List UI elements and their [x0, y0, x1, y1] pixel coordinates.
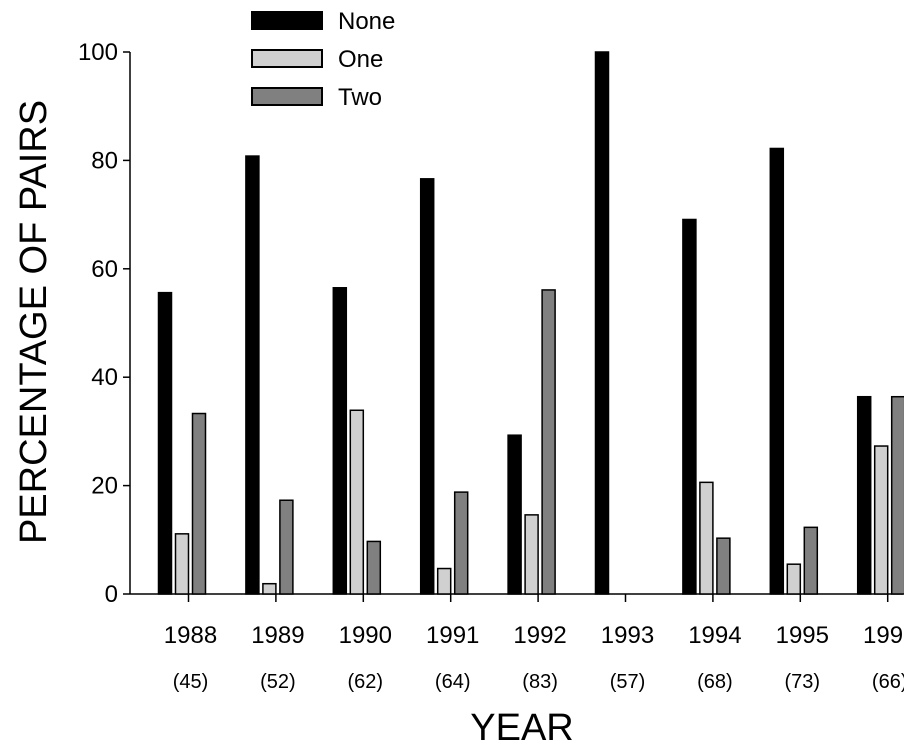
- bar-none-1994: [682, 218, 697, 595]
- x-tick-label: 1988: [164, 622, 217, 649]
- sample-size-label: (68): [697, 671, 733, 693]
- bar-none-1989: [245, 155, 260, 595]
- sample-size-label: (66): [872, 671, 904, 693]
- bar-two-1988: [191, 412, 207, 595]
- sample-size-label: (64): [435, 671, 471, 693]
- legend-swatch-two: [251, 87, 323, 106]
- bar-one-1994: [699, 481, 714, 595]
- bar-one-1990: [349, 409, 365, 595]
- legend-label-none: None: [338, 8, 395, 35]
- y-axis: 0 20 40 60 80 100: [78, 39, 131, 608]
- bar-none-1992: [507, 434, 522, 595]
- sample-size-label: (73): [785, 671, 821, 693]
- sample-size-label: (52): [260, 671, 296, 693]
- y-tick-label: 60: [91, 256, 118, 283]
- bar-none-1988: [157, 291, 173, 595]
- x-tick-label: 1992: [513, 622, 566, 649]
- bar-none-1995: [769, 147, 785, 595]
- x-tick-label: 1990: [339, 622, 392, 649]
- x-tick-label: 1991: [426, 622, 479, 649]
- y-tick-label: 0: [105, 581, 118, 608]
- bar-one-1991: [436, 567, 452, 595]
- bar-two-1996: [890, 395, 904, 595]
- y-tick-label: 100: [78, 39, 118, 66]
- legend-label-one: One: [338, 46, 383, 73]
- bar-none-1996: [856, 395, 872, 595]
- x-tick-label: 1995: [776, 622, 829, 649]
- x-tick-label: 1989: [251, 622, 304, 649]
- legend: None One Two: [251, 8, 395, 111]
- x-tick-label: 1993: [601, 622, 654, 649]
- bar-two-1994: [716, 537, 731, 595]
- bar-one-1992: [524, 514, 539, 595]
- bar-two-1992: [541, 289, 556, 595]
- sample-size-label: (62): [348, 671, 384, 693]
- bar-none-1990: [332, 287, 348, 595]
- sample-size-label: (57): [610, 671, 646, 693]
- x-tick-label: 1996: [863, 622, 904, 649]
- legend-label-two: Two: [338, 84, 382, 111]
- bar-two-1989: [279, 499, 294, 595]
- bar-one-1996: [873, 445, 889, 595]
- bar-none-1991: [419, 178, 435, 595]
- bar-two-1990: [366, 540, 382, 595]
- legend-swatch-one: [251, 49, 323, 68]
- bars: [157, 51, 904, 595]
- bar-one-1988: [174, 533, 190, 595]
- bar-one-1989: [262, 582, 277, 595]
- bar-two-1995: [803, 526, 819, 595]
- y-tick-label: 40: [91, 364, 118, 391]
- bar-none-1993: [594, 51, 610, 595]
- x-tick-label: 1994: [688, 622, 741, 649]
- bar-one-1995: [786, 563, 802, 595]
- x-axis-title: YEAR: [470, 707, 573, 744]
- x-axis: 1988 (45) 1989 (52) 1990 (62) 1991 (64) 1992 (83)…: [130, 593, 904, 693]
- sample-size-label: (83): [522, 671, 558, 693]
- y-tick-label: 20: [91, 473, 118, 500]
- sample-size-label: (45): [173, 671, 209, 693]
- y-tick-label: 80: [91, 147, 118, 174]
- bar-two-1991: [453, 491, 469, 595]
- y-axis-title: PERCENTAGE OF PAIRS: [13, 100, 55, 544]
- legend-swatch-none: [251, 11, 323, 30]
